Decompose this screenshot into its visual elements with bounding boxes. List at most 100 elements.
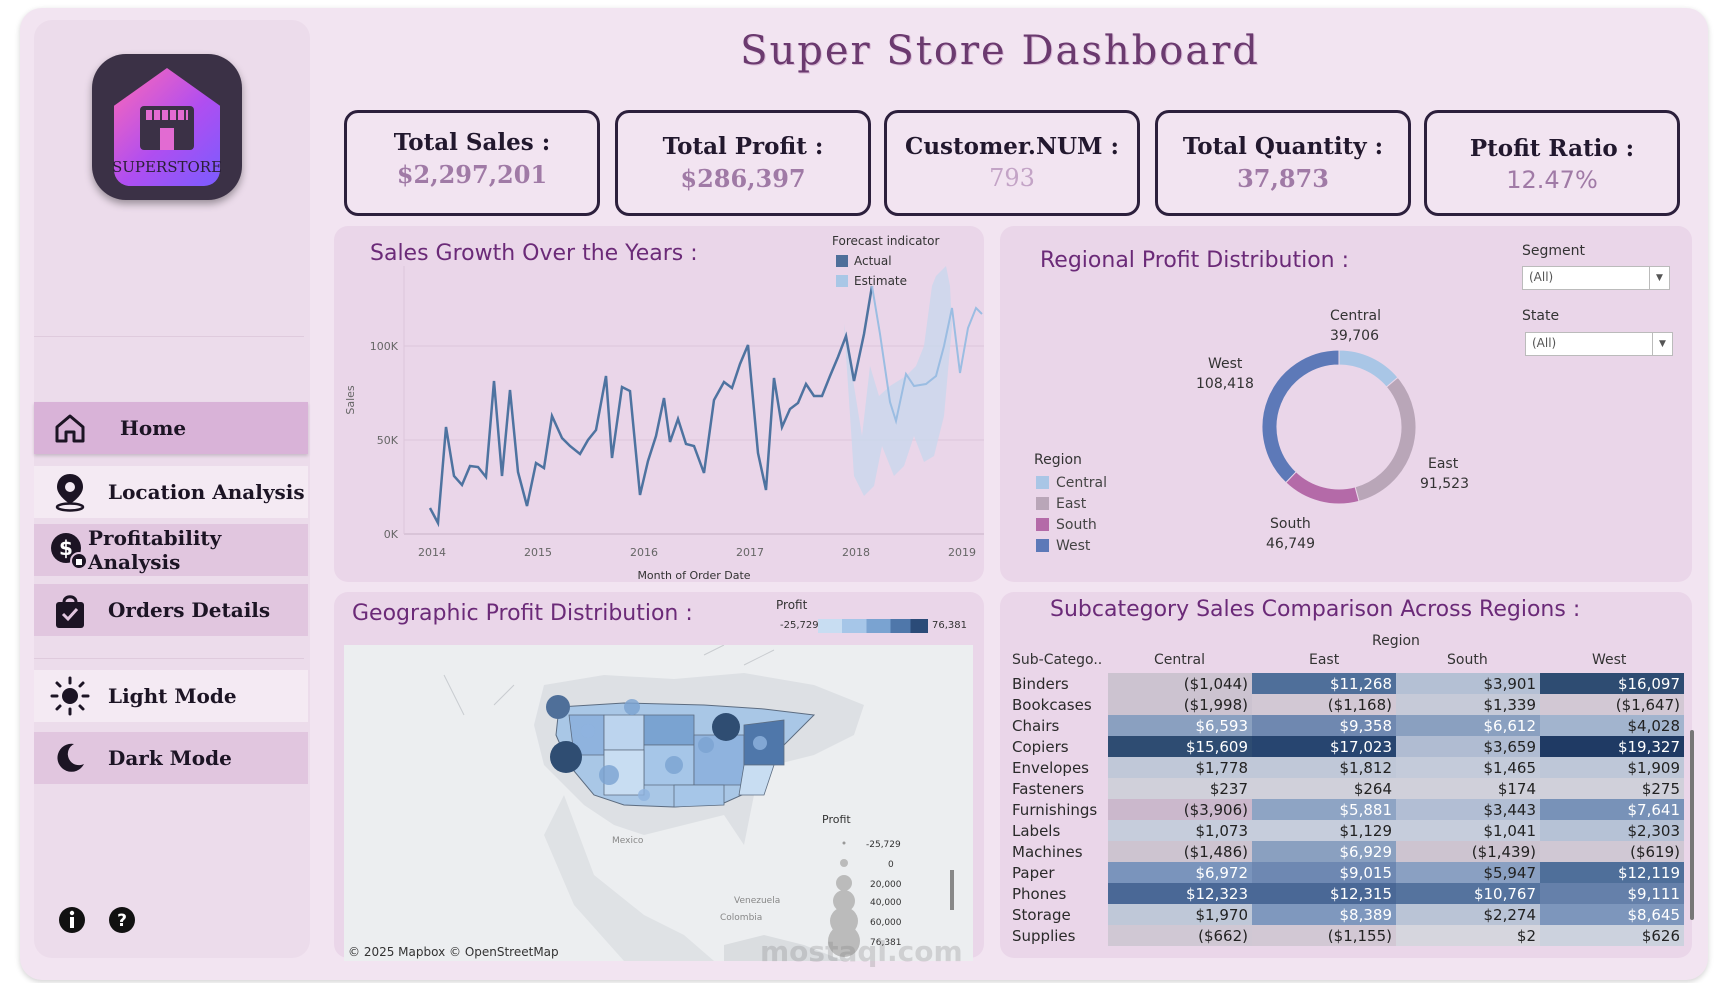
table-cell[interactable]: $9,111 [1540, 883, 1684, 904]
table-cell[interactable]: $1,909 [1540, 757, 1684, 778]
table-cell[interactable]: $6,612 [1396, 715, 1540, 736]
table-cell[interactable]: ($1,647) [1540, 694, 1684, 715]
watermark: mostaql.com [760, 935, 963, 968]
table-cell[interactable]: $7,641 [1540, 799, 1684, 820]
table-cell[interactable]: $174 [1396, 778, 1540, 799]
light-mode-button[interactable]: Light Mode [34, 670, 308, 722]
table-cell[interactable]: ($1,486) [1108, 841, 1252, 862]
table-cell[interactable]: $12,323 [1108, 883, 1252, 904]
table-cell[interactable]: $9,015 [1252, 862, 1396, 883]
size-legend-value: 40,000 [870, 898, 902, 908]
table-cell[interactable]: $1,073 [1108, 820, 1252, 841]
table-cell[interactable]: $16,097 [1540, 673, 1684, 694]
table-row[interactable]: Supplies ($662) ($1,155) $2 $626 [1008, 925, 1684, 946]
legend-scrollbar[interactable] [950, 870, 954, 910]
subcategory-table-container[interactable]: Binders ($1,044) $11,268 $3,901 $16,097 Bookc… [1008, 673, 1688, 955]
donut-slice-east[interactable] [1354, 376, 1417, 502]
table-cell[interactable]: ($1,044) [1108, 673, 1252, 694]
table-cell[interactable]: $5,881 [1252, 799, 1396, 820]
region-column-header: Region [1372, 633, 1420, 649]
subcategory-column-header: Sub-Catego.. [1012, 652, 1103, 668]
table-cell[interactable]: $4,028 [1540, 715, 1684, 736]
table-cell[interactable]: $19,327 [1540, 736, 1684, 757]
shopping-bag-icon [50, 590, 90, 630]
table-cell[interactable]: ($1,155) [1252, 925, 1396, 946]
table-cell[interactable]: $8,389 [1252, 904, 1396, 925]
table-cell[interactable]: $1,129 [1252, 820, 1396, 841]
table-cell[interactable]: ($619) [1540, 841, 1684, 862]
info-icon[interactable] [58, 906, 86, 934]
x-tick: 2014 [418, 546, 446, 559]
table-cell[interactable]: $9,358 [1252, 715, 1396, 736]
logo-text: SUPERSTORE [111, 158, 223, 176]
table-cell[interactable]: $1,339 [1396, 694, 1540, 715]
nav-orders-details-button[interactable]: Orders Details [34, 584, 308, 636]
table-cell[interactable]: $5,947 [1396, 862, 1540, 883]
donut-value-south: 46,749 [1266, 536, 1315, 552]
table-cell[interactable]: $2 [1396, 925, 1540, 946]
donut-slice-south[interactable] [1285, 471, 1360, 505]
table-row[interactable]: Storage $1,970 $8,389 $2,274 $8,645 [1008, 904, 1684, 925]
map-canvas[interactable]: Mexico Venezuela Colombia Profit -25,729… [344, 645, 973, 961]
dark-mode-button[interactable]: Dark Mode [34, 732, 308, 784]
table-cell[interactable]: $3,901 [1396, 673, 1540, 694]
donut-slice-central[interactable] [1338, 349, 1399, 388]
table-row[interactable]: Bookcases ($1,998) ($1,168) $1,339 ($1,647) [1008, 694, 1684, 715]
table-cell[interactable]: $6,593 [1108, 715, 1252, 736]
segment-filter-label: Segment [1522, 243, 1585, 259]
table-cell[interactable]: $10,767 [1396, 883, 1540, 904]
nav-profitability-analysis-button[interactable]: $ Profitability Analysis [34, 524, 308, 576]
table-cell[interactable]: ($1,168) [1252, 694, 1396, 715]
subcategory-name: Labels [1012, 821, 1061, 840]
kpi-title: Total Quantity : [1182, 133, 1384, 160]
table-scrollbar[interactable] [1690, 730, 1694, 920]
table-cell[interactable]: $3,659 [1396, 736, 1540, 757]
table-cell[interactable]: $6,929 [1252, 841, 1396, 862]
table-cell[interactable]: $3,443 [1396, 799, 1540, 820]
table-cell[interactable]: $12,119 [1540, 862, 1684, 883]
table-cell[interactable]: $1,970 [1108, 904, 1252, 925]
table-cell[interactable]: $1,778 [1108, 757, 1252, 778]
table-cell[interactable]: $8,645 [1540, 904, 1684, 925]
state-dropdown[interactable]: (All) ▼ [1525, 332, 1673, 356]
table-row[interactable]: Copiers $15,609 $17,023 $3,659 $19,327 [1008, 736, 1684, 757]
table-row[interactable]: Labels $1,073 $1,129 $1,041 $2,303 [1008, 820, 1684, 841]
table-cell[interactable]: $11,268 [1252, 673, 1396, 694]
table-cell[interactable]: ($1,439) [1396, 841, 1540, 862]
table-cell[interactable]: ($662) [1108, 925, 1252, 946]
table-row[interactable]: Furnishings ($3,906) $5,881 $3,443 $7,641 [1008, 799, 1684, 820]
table-cell[interactable]: $237 [1108, 778, 1252, 799]
table-row[interactable]: Fasteners $237 $264 $174 $275 [1008, 778, 1684, 799]
kpi-total-quantity: Total Quantity : 37,873 [1155, 110, 1411, 216]
table-cell[interactable]: $2,303 [1540, 820, 1684, 841]
table-row[interactable]: Envelopes $1,778 $1,812 $1,465 $1,909 [1008, 757, 1684, 778]
help-icon[interactable]: ? [108, 906, 136, 934]
table-row[interactable]: Paper $6,972 $9,015 $5,947 $12,119 [1008, 862, 1684, 883]
table-cell[interactable]: $1,812 [1252, 757, 1396, 778]
table-cell[interactable]: $12,315 [1252, 883, 1396, 904]
table-row[interactable]: Machines ($1,486) $6,929 ($1,439) ($619) [1008, 841, 1684, 862]
table-cell[interactable]: $275 [1540, 778, 1684, 799]
kpi-total-sales: Total Sales : $2,297,201 [344, 110, 600, 216]
table-row[interactable]: Phones $12,323 $12,315 $10,767 $9,111 [1008, 883, 1684, 904]
donut-slice-west[interactable] [1261, 349, 1340, 484]
table-row[interactable]: Binders ($1,044) $11,268 $3,901 $16,097 [1008, 673, 1684, 694]
table-cell[interactable]: $6,972 [1108, 862, 1252, 883]
table-cell[interactable]: $15,609 [1108, 736, 1252, 757]
dollar-icon: $ [50, 530, 88, 570]
table-cell[interactable]: $1,041 [1396, 820, 1540, 841]
table-cell[interactable]: $264 [1252, 778, 1396, 799]
table-cell[interactable]: $626 [1540, 925, 1684, 946]
table-row[interactable]: Chairs $6,593 $9,358 $6,612 $4,028 [1008, 715, 1684, 736]
nav-home-button[interactable]: Home [34, 402, 308, 454]
segment-dropdown[interactable]: (All) ▼ [1522, 266, 1670, 290]
table-cell[interactable]: $1,465 [1396, 757, 1540, 778]
nav-location-analysis-button[interactable]: Location Analysis [34, 466, 308, 518]
region-legend-swatch-central [1036, 476, 1049, 489]
table-cell[interactable]: $17,023 [1252, 736, 1396, 757]
table-cell[interactable]: ($1,998) [1108, 694, 1252, 715]
table-cell[interactable]: ($3,906) [1108, 799, 1252, 820]
subcategory-name: Fasteners [1012, 779, 1085, 798]
sales-estimate-line [871, 285, 983, 425]
table-cell[interactable]: $2,274 [1396, 904, 1540, 925]
